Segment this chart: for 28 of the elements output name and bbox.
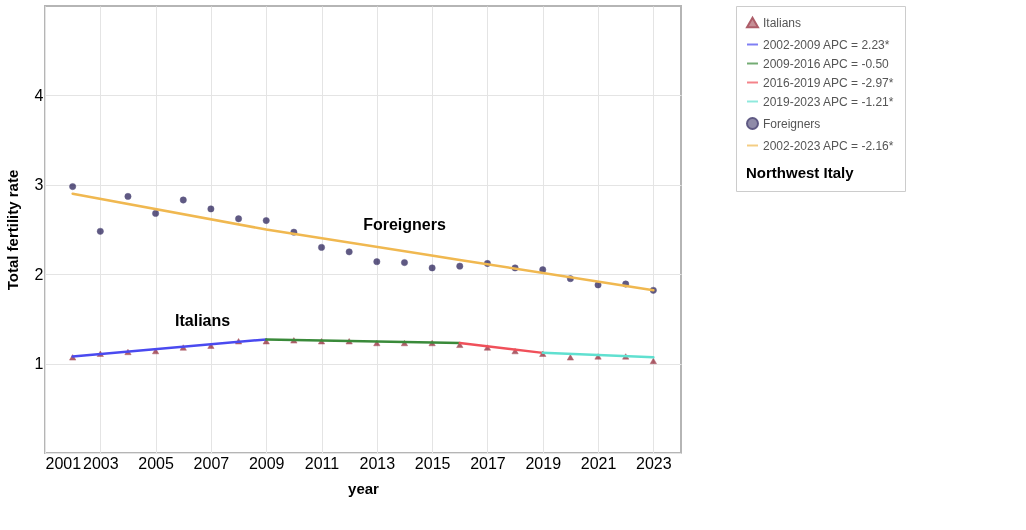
- y-tick-label: 3: [34, 176, 44, 194]
- annotation: Italians: [175, 311, 231, 329]
- x-tick-label: 2007: [193, 454, 230, 472]
- legend-label: Italians: [763, 15, 802, 30]
- x-tick-label: 2005: [138, 454, 175, 472]
- legend-label: 2019-2023 APC = -1.21*: [763, 94, 894, 109]
- legend-label: Foreigners: [763, 116, 821, 131]
- x-tick-label: 2019: [525, 454, 562, 472]
- x-tick-label: 2009: [248, 454, 285, 472]
- legend-label: 2009-2016 APC = -0.50: [763, 56, 890, 71]
- x-tick-label: 2017: [470, 454, 506, 472]
- y-tick-label: 2: [34, 265, 44, 283]
- x-tick-label: 2001: [45, 454, 82, 472]
- x-axis-title: year: [348, 479, 380, 497]
- y-tick-label: 4: [34, 86, 44, 104]
- x-tick-label: 2013: [359, 454, 396, 472]
- x-tick-label: 2023: [636, 454, 672, 472]
- annotation: Foreigners: [363, 215, 446, 233]
- legend-title: Northwest Italy: [746, 164, 855, 181]
- y-tick-label: 1: [34, 355, 44, 373]
- legend-label: 2002-2023 APC = -2.16*: [763, 138, 894, 153]
- legend-label: 2002-2009 APC = 2.23*: [763, 37, 890, 52]
- x-tick-label: 2015: [414, 454, 451, 472]
- y-axis-title: Total fertility rate: [3, 169, 21, 291]
- x-tick-label: 2003: [83, 454, 119, 472]
- x-tick-label: 2011: [304, 454, 340, 472]
- legend-label: 2016-2019 APC = -2.97*: [763, 75, 894, 90]
- x-tick-label: 2021: [580, 454, 617, 472]
